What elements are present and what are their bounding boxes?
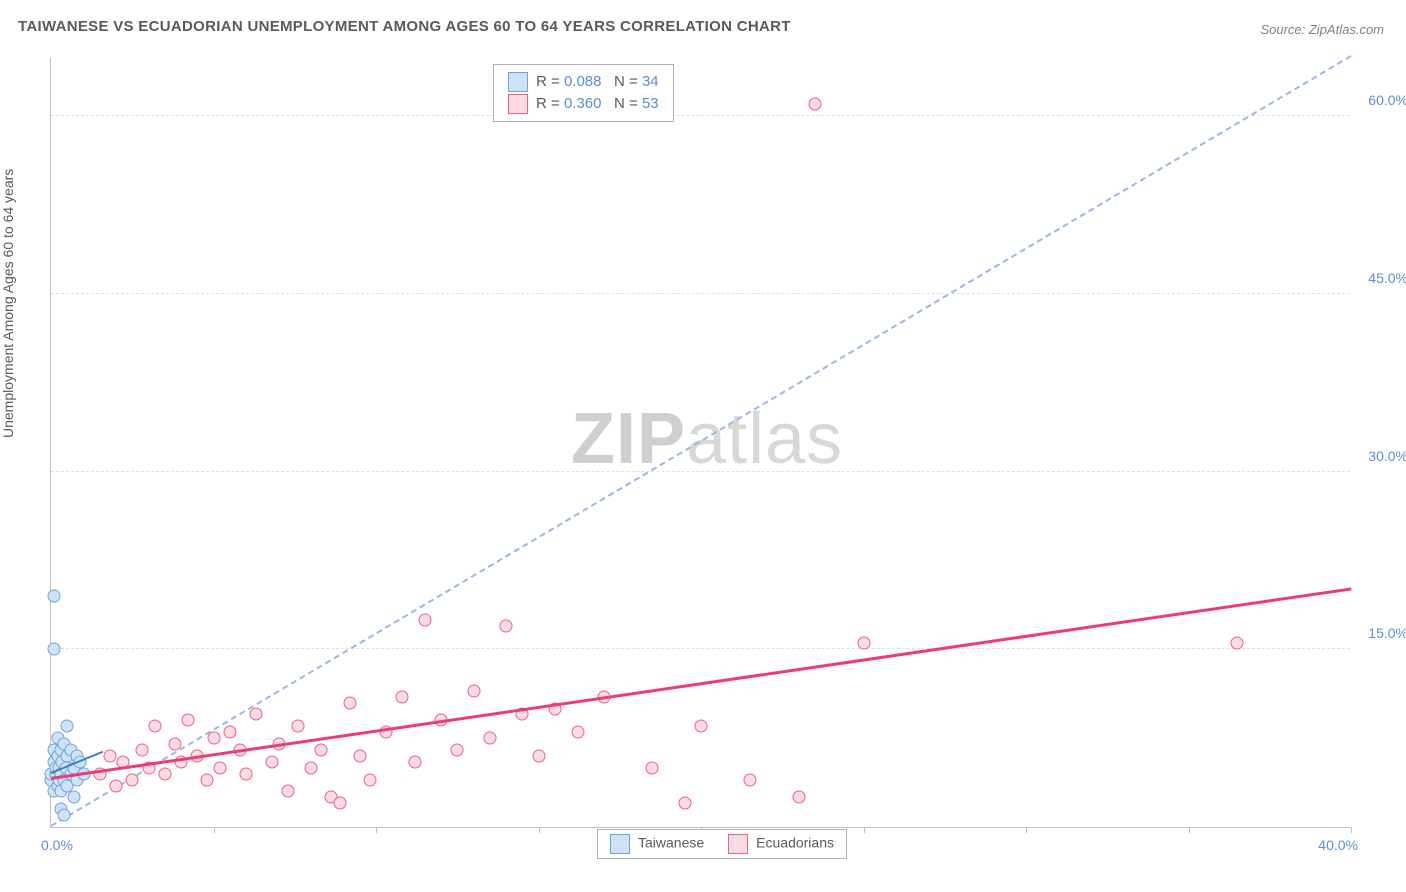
- scatter-point: [500, 619, 513, 632]
- chart-title: TAIWANESE VS ECUADORIAN UNEMPLOYMENT AMO…: [18, 18, 791, 35]
- scatter-point: [314, 744, 327, 757]
- scatter-point: [483, 732, 496, 745]
- legend-row: R = 0.088 N = 34: [508, 71, 659, 93]
- scatter-point: [136, 744, 149, 757]
- scatter-point: [353, 749, 366, 762]
- x-tick: [1026, 827, 1027, 833]
- legend-item: Ecuadorians: [728, 834, 834, 854]
- gridline-h: [51, 293, 1350, 294]
- x-max-label: 40.0%: [1318, 837, 1358, 853]
- scatter-point: [214, 761, 227, 774]
- scatter-point: [678, 797, 691, 810]
- scatter-point: [282, 785, 295, 798]
- plot-area: ZIPatlas 15.0%30.0%45.0%60.0%0.0%40.0%R …: [50, 58, 1350, 828]
- scatter-point: [58, 809, 71, 822]
- scatter-point: [292, 720, 305, 733]
- scatter-point: [305, 761, 318, 774]
- scatter-point: [266, 755, 279, 768]
- scatter-point: [149, 720, 162, 733]
- scatter-point: [103, 749, 116, 762]
- x-tick: [1351, 827, 1352, 833]
- scatter-point: [201, 773, 214, 786]
- y-tick-label: 45.0%: [1368, 270, 1406, 286]
- x-tick: [1189, 827, 1190, 833]
- gridline-h: [51, 648, 1350, 649]
- scatter-point: [48, 643, 61, 656]
- source-attribution: Source: ZipAtlas.com: [1260, 22, 1384, 37]
- scatter-point: [249, 708, 262, 721]
- diagonal-reference-line: [50, 55, 1351, 827]
- x-tick: [376, 827, 377, 833]
- legend-swatch: [508, 72, 528, 92]
- trend-line: [51, 588, 1351, 780]
- scatter-point: [207, 732, 220, 745]
- gridline-h: [51, 471, 1350, 472]
- scatter-point: [344, 696, 357, 709]
- y-tick-label: 30.0%: [1368, 448, 1406, 464]
- scatter-point: [168, 738, 181, 751]
- scatter-point: [418, 613, 431, 626]
- x-tick: [214, 827, 215, 833]
- legend-swatch: [728, 834, 748, 854]
- correlation-legend: R = 0.088 N = 34R = 0.360 N = 53: [493, 64, 674, 122]
- scatter-point: [808, 98, 821, 111]
- legend-swatch: [508, 94, 528, 114]
- scatter-point: [532, 749, 545, 762]
- x-origin-label: 0.0%: [41, 837, 73, 853]
- x-tick: [864, 827, 865, 833]
- scatter-point: [334, 797, 347, 810]
- series-legend: Taiwanese Ecuadorians: [597, 829, 847, 859]
- scatter-point: [743, 773, 756, 786]
- y-axis-label: Unemployment Among Ages 60 to 64 years: [0, 169, 16, 438]
- legend-swatch: [610, 834, 630, 854]
- scatter-point: [409, 755, 422, 768]
- gridline-h: [51, 115, 1350, 116]
- scatter-point: [223, 726, 236, 739]
- scatter-point: [1231, 637, 1244, 650]
- scatter-point: [181, 714, 194, 727]
- scatter-point: [110, 779, 123, 792]
- scatter-point: [240, 767, 253, 780]
- legend-row: R = 0.360 N = 53: [508, 93, 659, 115]
- scatter-point: [126, 773, 139, 786]
- y-tick-label: 60.0%: [1368, 92, 1406, 108]
- scatter-point: [67, 791, 80, 804]
- scatter-point: [792, 791, 805, 804]
- watermark: ZIPatlas: [571, 398, 843, 480]
- scatter-point: [451, 744, 464, 757]
- scatter-point: [571, 726, 584, 739]
- scatter-point: [61, 720, 74, 733]
- scatter-point: [695, 720, 708, 733]
- scatter-point: [396, 690, 409, 703]
- y-tick-label: 15.0%: [1368, 625, 1406, 641]
- scatter-point: [857, 637, 870, 650]
- scatter-point: [48, 590, 61, 603]
- legend-item: Taiwanese: [610, 834, 704, 854]
- scatter-point: [363, 773, 376, 786]
- x-tick: [539, 827, 540, 833]
- scatter-point: [646, 761, 659, 774]
- scatter-point: [158, 767, 171, 780]
- scatter-point: [467, 684, 480, 697]
